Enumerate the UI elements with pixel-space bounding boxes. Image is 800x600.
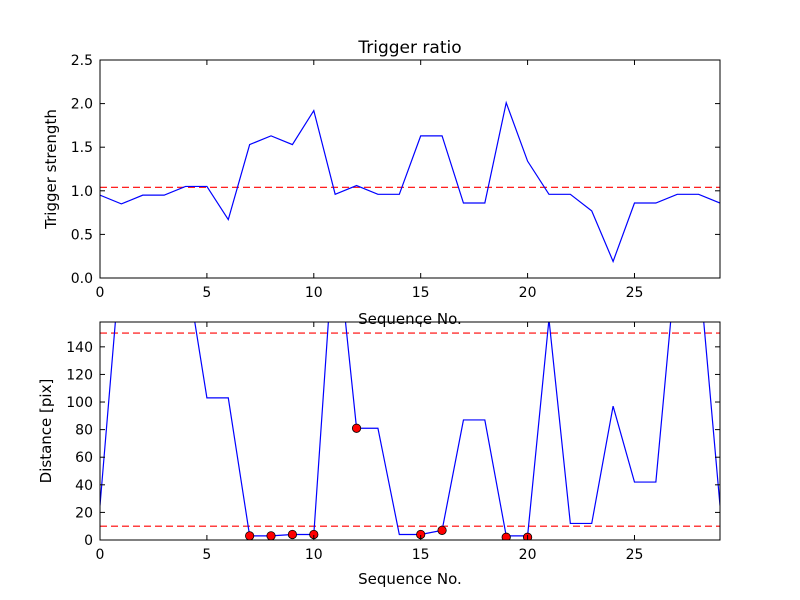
bottom-y-tick-label: 40 [75,478,93,494]
bottom-marker-point [287,529,298,540]
bottom-x-tick-label: 0 [96,547,105,563]
top-y-tick-label: 0.0 [71,271,93,287]
top-x-ticks: 0 5 10 15 20 25 [96,60,644,301]
bottom-y-tick-label: 140 [66,340,93,356]
top-axes-frame [99,59,721,279]
top-x-tick-label: 5 [202,285,211,301]
bottom-marker-point [266,531,276,540]
bottom-markers-group [245,423,533,540]
top-x-axis-label: Sequence No. [358,310,462,328]
top-x-tick-label: 15 [412,285,430,301]
bottom-y-tick-label: 0 [84,533,93,549]
bottom-x-tick-label: 5 [202,547,211,563]
bottom-threshold-lines [100,332,720,527]
top-x-tick-label: 0 [96,285,105,301]
bottom-y-tick-label: 100 [66,395,93,411]
bottom-y-axis-label: Distance [pix] [37,379,55,484]
top-x-tick-label: 25 [626,285,644,301]
bottom-y-tick-label: 120 [66,367,93,383]
bottom-y-tick-label: 20 [75,505,93,521]
bottom-x-tick-label: 20 [519,547,537,563]
top-x-tick-label: 20 [519,285,537,301]
top-chart: Trigger ratio 0 5 10 15 20 25 0.0 0.5 1.0 1.5 2.0… [42,38,721,328]
top-y-tick-label: 0.5 [71,227,93,243]
bottom-series-line-0 [100,322,720,537]
bottom-y-tick-label: 80 [75,423,93,439]
bottom-axes-frame [99,321,721,541]
bottom-x-tick-label: 10 [305,547,323,563]
bottom-chart: 0 5 10 15 20 25 0 20 40 60 80 100 120 140 Sequence N… [37,321,721,588]
bottom-x-ticks: 0 5 10 15 20 25 [96,322,644,563]
top-x-tick-label: 10 [305,285,323,301]
top-chart-title: Trigger ratio [357,38,461,58]
bottom-marker-point [501,532,511,540]
top-y-tick-label: 1.5 [71,140,93,156]
bottom-y-tick-label: 60 [75,450,93,466]
top-y-tick-label: 2.5 [71,53,93,69]
bottom-x-tick-label: 15 [412,547,430,563]
bottom-x-axis-label: Sequence No. [358,570,462,588]
bottom-x-tick-label: 25 [626,547,644,563]
bottom-y-ticks: 0 20 40 60 80 100 120 140 [66,340,720,549]
top-y-tick-label: 1.0 [71,184,93,200]
top-series-line-0 [100,100,720,264]
top-y-axis-label: Trigger strength [42,109,60,230]
top-y-ticks: 0.0 0.5 1.0 1.5 2.0 2.5 [71,53,720,287]
bottom-series-group [100,322,720,537]
bottom-marker-point [437,525,447,535]
top-y-tick-label: 2.0 [71,97,93,113]
bottom-marker-point [351,423,362,433]
bottom-marker-point [245,531,255,540]
top-series-group [100,100,720,264]
